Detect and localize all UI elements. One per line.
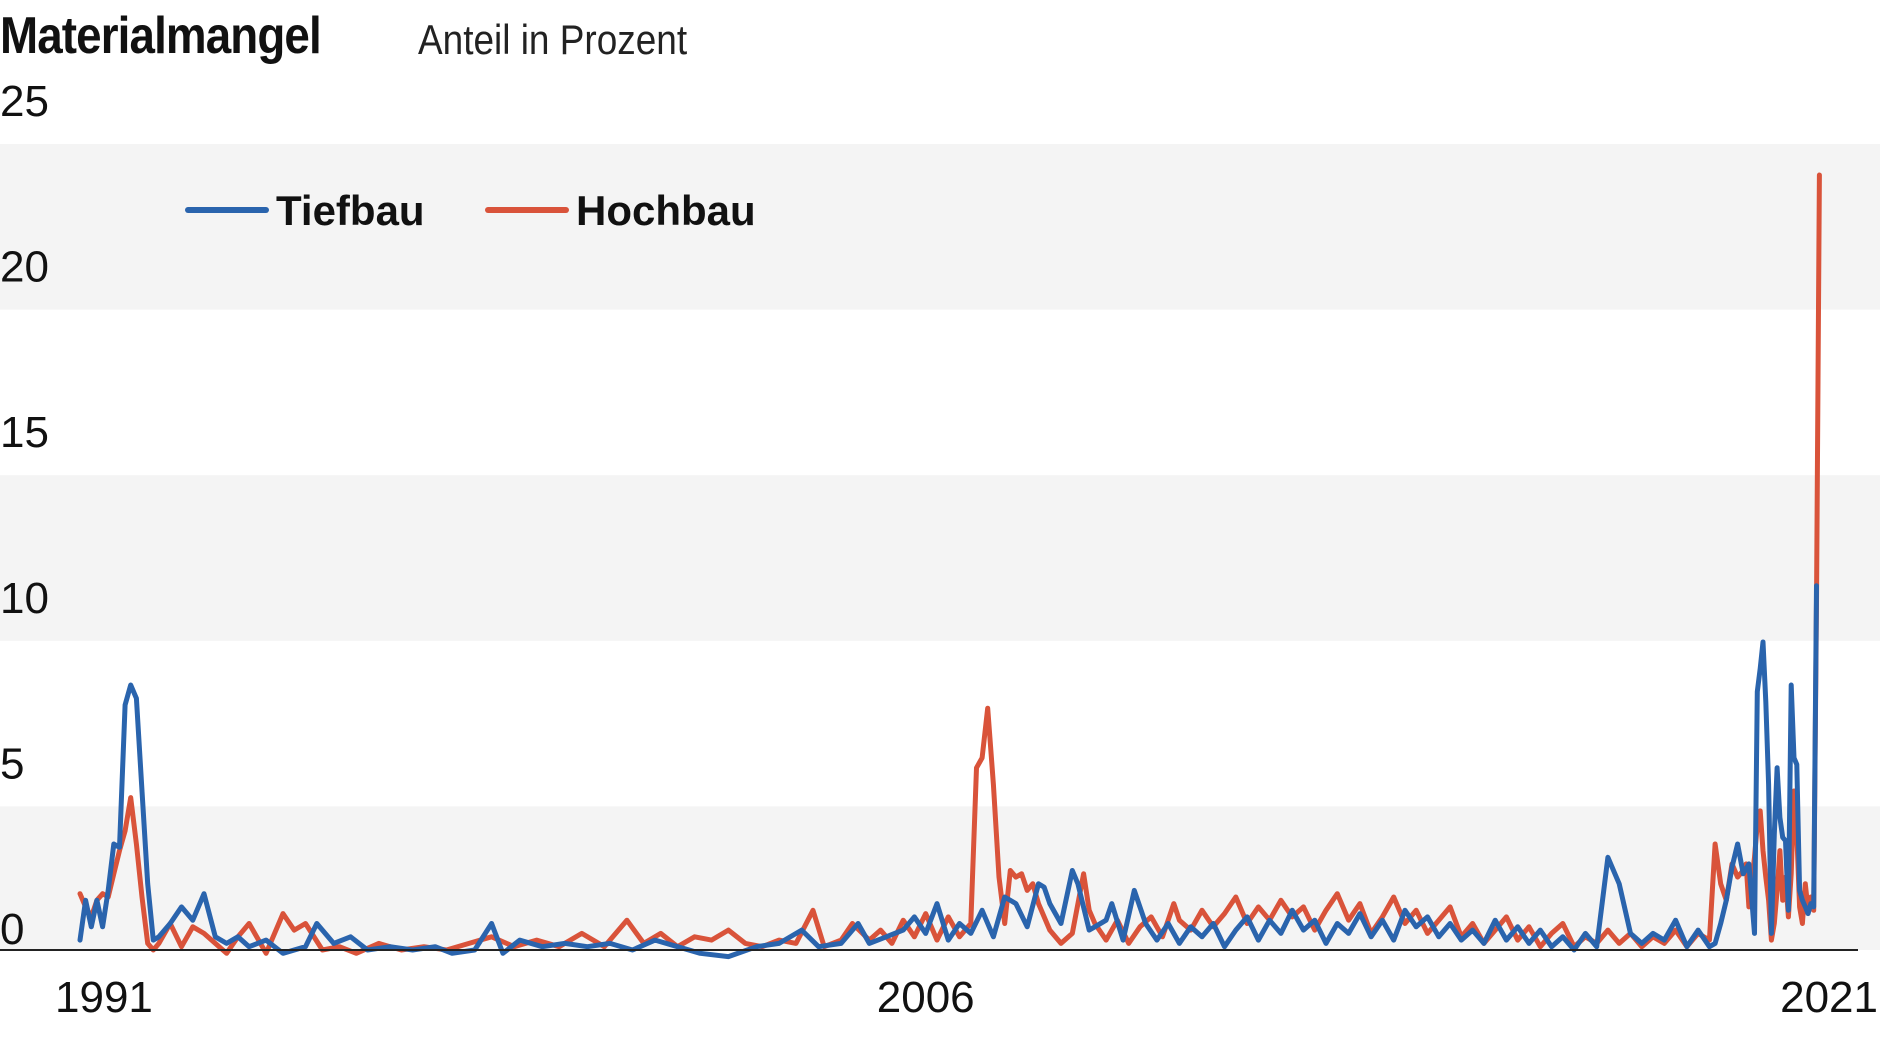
y-tick-label: 5 (0, 739, 24, 788)
series-lines (77, 172, 1822, 960)
legend-label: Hochbau (576, 187, 756, 234)
y-tick-label: 10 (0, 574, 49, 623)
series-line-tiefbau (77, 583, 1819, 960)
background-bands (0, 144, 1880, 950)
x-axis-ticks: 1991 2006 2021 (55, 973, 1878, 1022)
chart-title: Materialmangel (0, 7, 322, 65)
x-tick-label: 1991 (55, 973, 153, 1022)
x-tick-label: 2021 (1780, 973, 1878, 1022)
y-axis-ticks: 0 5 10 15 20 25 (0, 77, 49, 954)
legend-label: Tiefbau (276, 187, 425, 234)
y-tick-label: 20 (0, 243, 49, 292)
chart-subtitle: Anteil in Prozent (418, 16, 688, 63)
y-tick-label: 25 (0, 77, 49, 126)
chart-header: Materialmangel Anteil in Prozent (0, 6, 687, 66)
legend: Tiefbau Hochbau (185, 187, 756, 234)
y-tick-label: 0 (0, 905, 24, 954)
background-band (0, 475, 1880, 641)
x-tick-label: 2006 (877, 973, 975, 1022)
y-tick-label: 15 (0, 408, 49, 457)
background-band (0, 144, 1880, 310)
